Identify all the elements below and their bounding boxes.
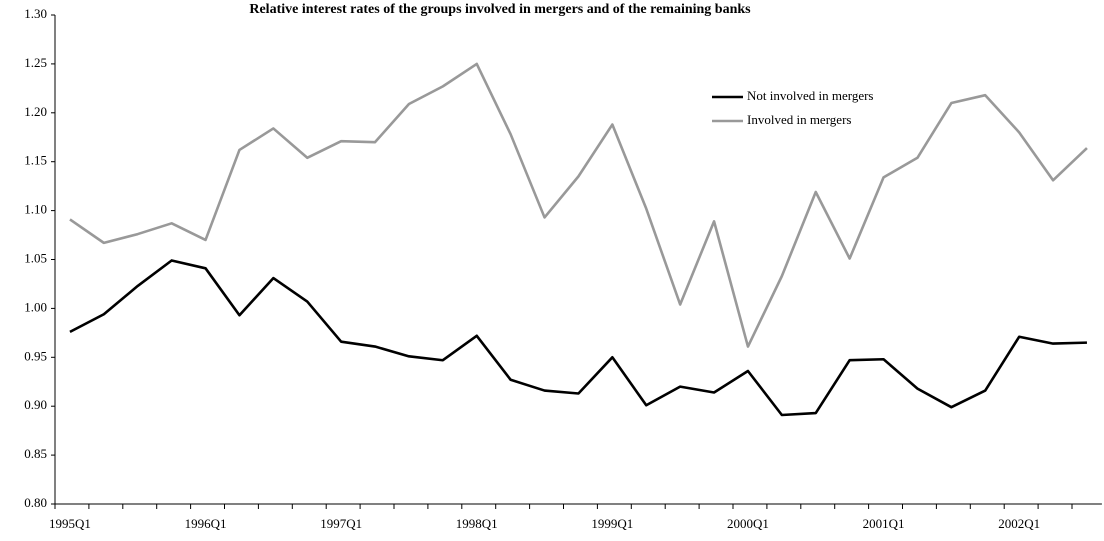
y-tick-label: 1.10 (24, 202, 47, 217)
x-tick-label: 2001Q1 (863, 516, 905, 531)
series-line (69, 259, 1087, 417)
legend-label: Involved in mergers (747, 112, 851, 127)
series-line (69, 62, 1088, 348)
y-tick-label: 0.95 (24, 348, 47, 363)
y-tick-label: 0.85 (24, 446, 47, 461)
x-tick-label: 2000Q1 (727, 516, 769, 531)
legend-label: Not involved in mergers (747, 88, 874, 103)
x-tick-label: 1996Q1 (185, 516, 227, 531)
x-tick-label: 1995Q1 (49, 516, 91, 531)
x-tick-label: 1997Q1 (320, 516, 362, 531)
y-tick-label: 1.00 (24, 299, 47, 314)
y-tick-label: 0.80 (24, 495, 47, 510)
x-tick-label: 1998Q1 (456, 516, 498, 531)
y-tick-label: 1.05 (24, 250, 47, 265)
y-tick-label: 1.20 (24, 104, 47, 119)
y-tick-label: 1.25 (24, 55, 47, 70)
y-tick-label: 1.15 (24, 153, 47, 168)
x-tick-label: 1999Q1 (591, 516, 633, 531)
y-tick-label: 0.90 (24, 397, 47, 412)
x-tick-label: 2002Q1 (998, 516, 1040, 531)
chart-title: Relative interest rates of the groups in… (249, 2, 751, 17)
y-tick-label: 1.30 (24, 6, 47, 21)
